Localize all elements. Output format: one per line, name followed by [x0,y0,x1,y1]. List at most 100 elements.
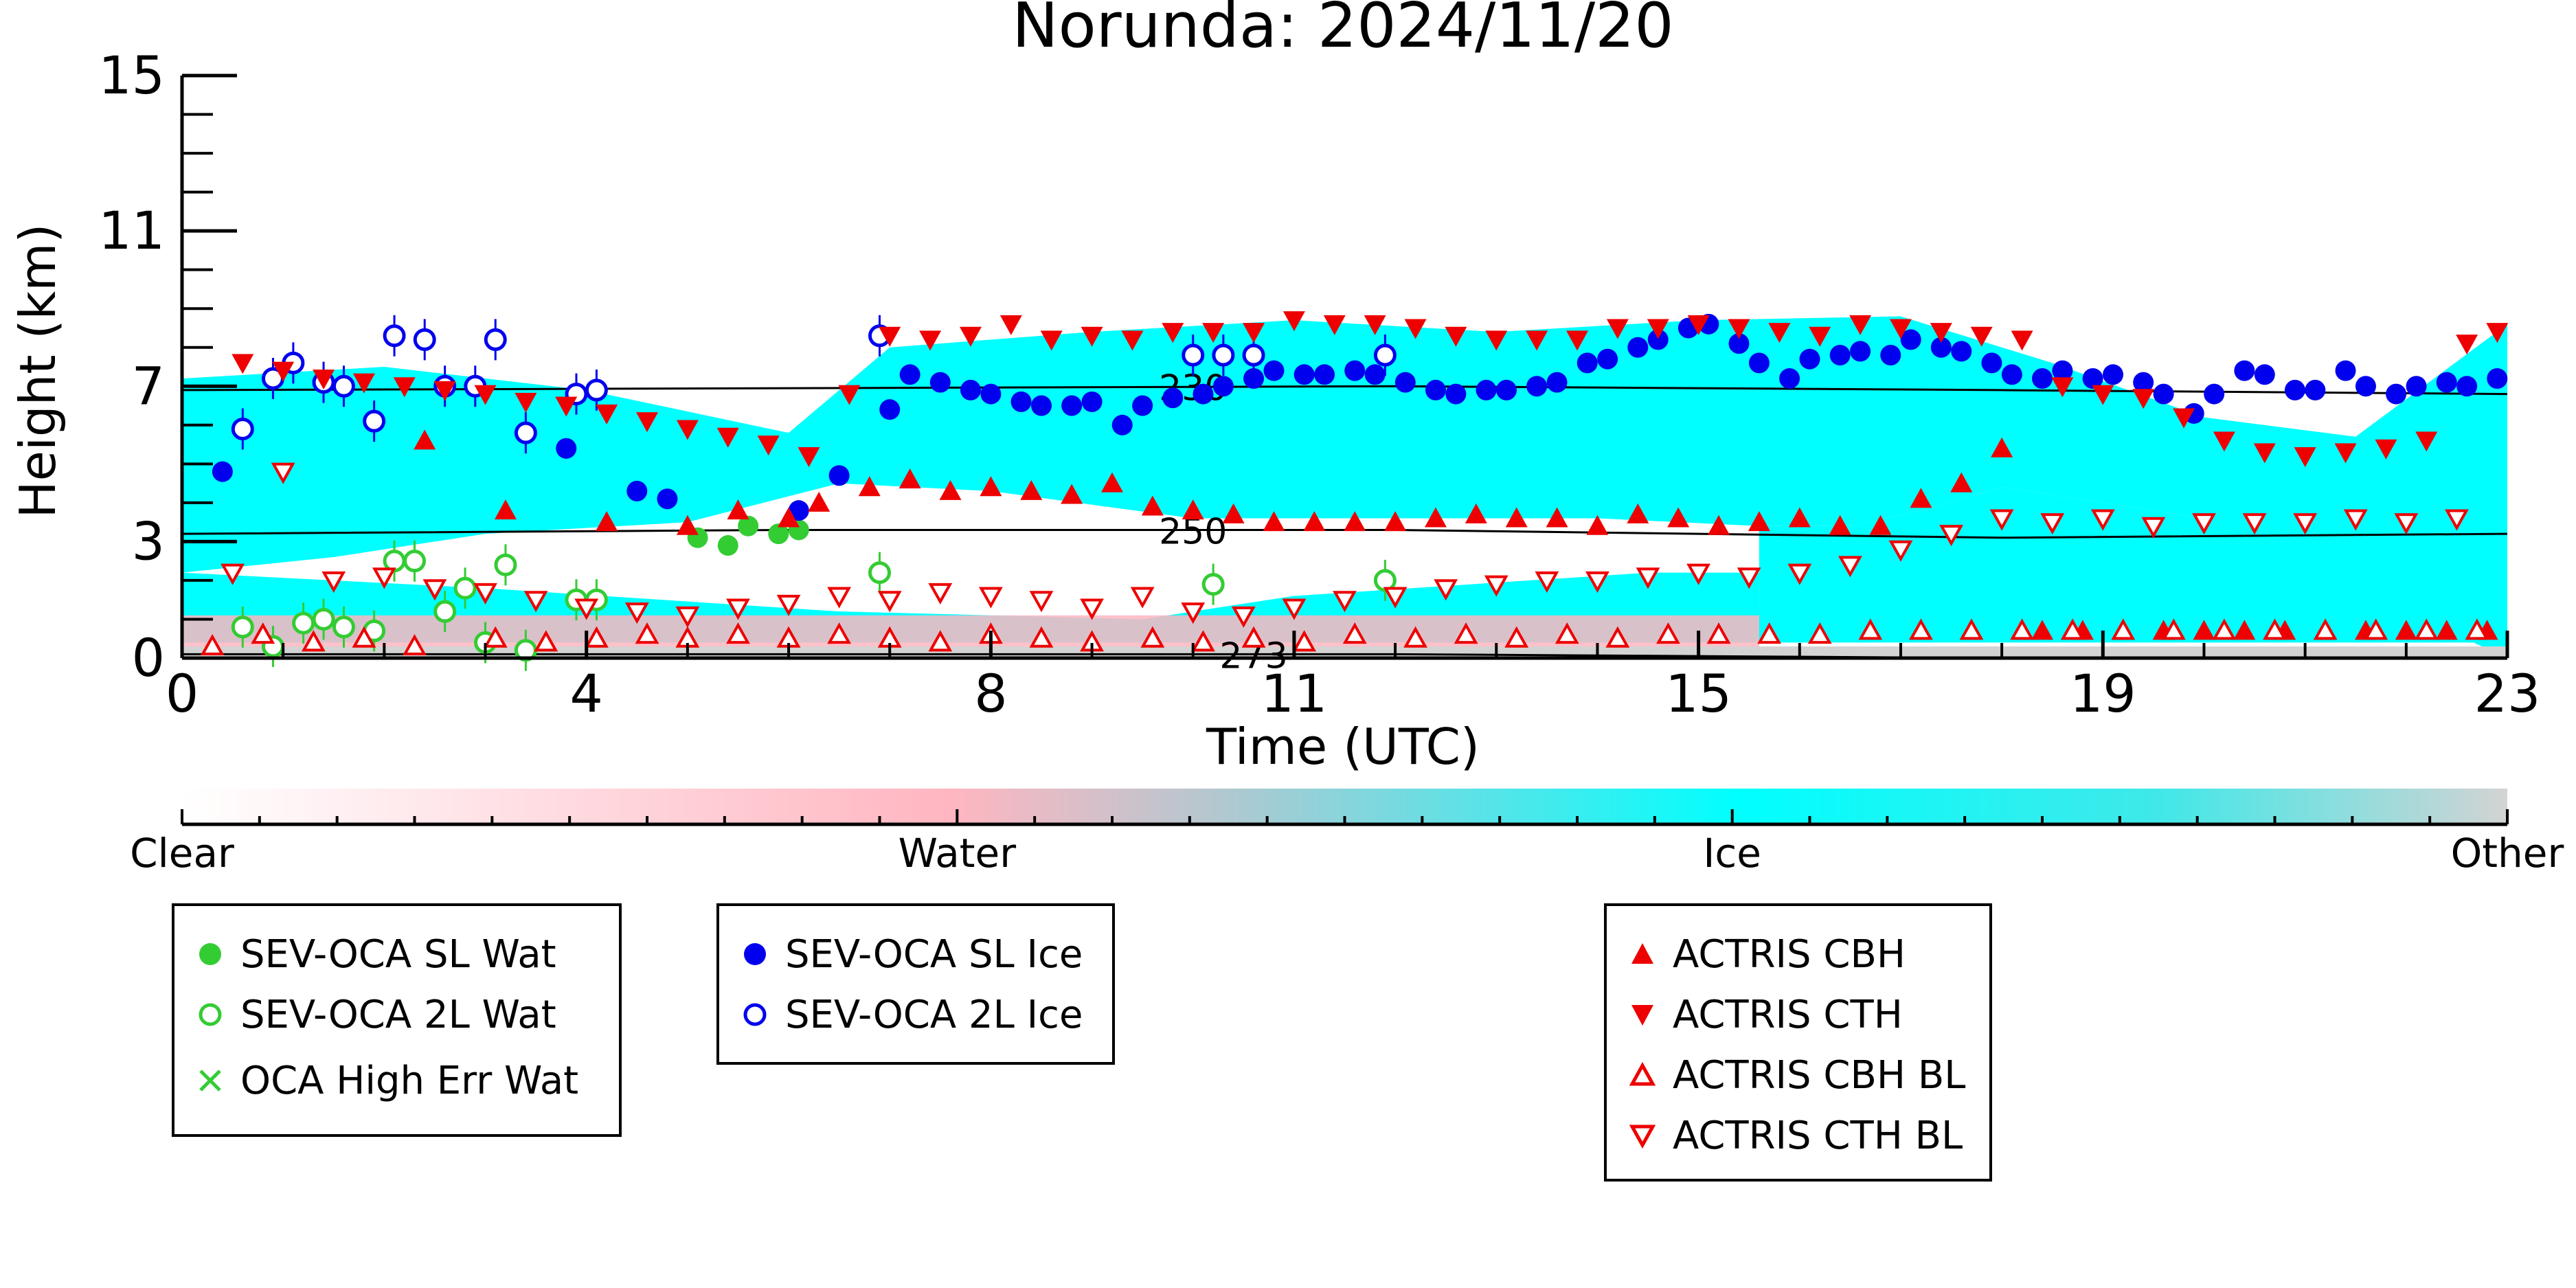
legend-entry-actris-cth: ACTRIS CTH [1623,993,1903,1037]
data-point [1686,563,1711,585]
legend-label: OCA High Err Wat [240,1058,579,1103]
data-point [1465,503,1487,523]
data-point [1970,326,1993,347]
data-point [433,381,456,401]
x-tick-label: 11 [1261,663,1328,724]
data-point [2052,360,2073,381]
data-point [2253,443,2276,464]
legend-entry-sev-oca-sl-wat: SEV-OCA SL Wat [191,932,556,977]
data-point [1383,587,1408,609]
data-point [1951,341,1972,362]
data-point [1061,484,1083,504]
data-point [960,379,981,400]
data-point [2364,618,2388,640]
data-point [352,626,376,648]
series-actris-cth-bl [221,462,2469,628]
legend-label: ACTRIS CTH [1673,992,1903,1037]
data-point [2436,372,2457,393]
legend-entry-oca-high-err-wat: OCA High Err Wat [191,1059,578,1103]
data-point [879,326,901,347]
data-point [1424,507,1447,528]
data-point [716,427,739,448]
data-point [1708,515,1730,535]
data-point [483,626,508,648]
data-point [1991,437,2013,457]
data-point [1394,372,1416,393]
data-point [2090,509,2115,531]
data-point [2173,408,2195,429]
data-point [2141,517,2166,539]
data-point [585,626,609,648]
data-point [574,598,599,620]
axes-layer: 0 3 7 11 15 0 4 8 11 15 19 23 [98,45,2540,724]
data-point [433,600,457,623]
data-point [1162,387,1184,409]
x-tick-label: 8 [974,663,1007,724]
data-point [1263,511,1285,532]
legend-label: ACTRIS CBH BL [1673,1052,1966,1098]
data-point [1495,379,1517,400]
legend-water: SEV-OCA SL Wat SEV-OCA 2L Wat OCA High E… [172,903,622,1137]
data-point [2487,368,2508,389]
legend-entry-sev-oca-2l-ice: SEV-OCA 2L Ice [736,993,1083,1037]
data-point [1193,383,1214,405]
data-point [1323,315,1346,335]
data-point [1656,622,1680,644]
data-point [2456,335,2478,355]
data-point [1647,329,1669,350]
data-point [383,324,406,348]
data-point [1829,345,1851,366]
data-point [523,591,548,613]
data-point [757,436,780,456]
data-point [1242,343,1265,367]
data-point [980,383,1002,405]
data-point [2161,618,2186,640]
data-point [2010,618,2034,640]
data-point [1829,515,1851,535]
data-point [2456,376,2478,397]
data-point [1282,598,1307,620]
legend-entry-sev-oca-2l-wat: SEV-OCA 2L Wat [191,993,556,1037]
data-point [1303,511,1326,532]
data-point [1020,479,1043,500]
legend-entry-actris-cth-bl: ACTRIS CTH BL [1623,1114,1963,1158]
data-point [2343,509,2368,531]
data-point [999,315,1022,335]
data-point [2153,383,2174,405]
data-point [212,461,233,482]
ice-cloud-upper [182,316,2507,658]
data-point [1364,315,1386,335]
data-point [838,385,861,405]
data-point [624,602,649,624]
data-point [2444,509,2469,531]
data-point [484,328,507,351]
data-point [1566,330,1588,351]
series-sev-oca-sl-ice [212,313,2508,521]
data-point [534,630,558,652]
data-point [1243,323,1265,343]
data-point [2234,360,2255,381]
red-filled-triangle-up-icon [1631,943,1653,964]
data-point [1404,319,1427,339]
data-point [2103,364,2124,385]
data-point [1850,341,1871,362]
data-point [403,633,427,656]
colorbar: Clear Water Ice Other [130,789,2564,877]
data-point [1687,315,1710,335]
data-point [2313,618,2338,640]
data-point [1728,319,1750,339]
data-point [808,491,831,512]
data-point [1231,606,1256,628]
data-point [1029,626,1054,648]
data-point [596,511,618,532]
data-point [978,587,1003,609]
data-point [453,576,477,600]
data-point [1344,511,1366,532]
data-point [635,622,659,644]
data-point [2212,618,2237,640]
data-point [1858,618,1883,640]
y-tick-label: 15 [98,45,165,106]
colorbar-label-ice: Ice [1703,830,1761,877]
data-point [939,479,962,500]
